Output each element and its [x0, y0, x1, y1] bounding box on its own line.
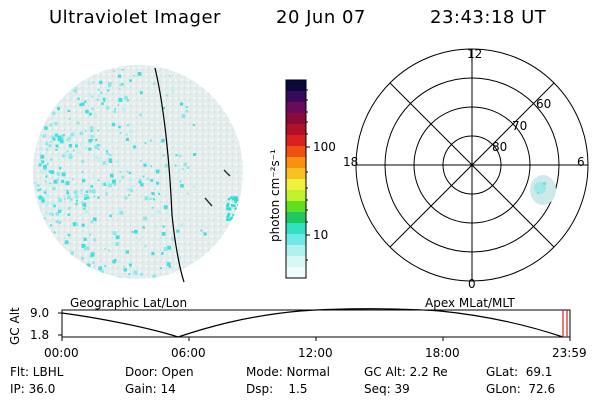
- colorbar-segment: [286, 102, 306, 114]
- instrument-title: Ultraviolet Imager: [49, 7, 221, 28]
- colorbar-segment: [286, 190, 306, 202]
- polar-plot: [355, 48, 589, 282]
- mlat-label-70: 70: [512, 119, 528, 133]
- gc-alt-tick-high: 9.0: [30, 306, 50, 320]
- time-tick-0600: 06:00: [171, 346, 206, 360]
- glat-info: GLat: 69.1: [486, 365, 553, 379]
- coastline-mark: [204, 197, 213, 207]
- gain-info: Gain: 14: [125, 382, 176, 396]
- mlat-label-60: 60: [536, 97, 552, 111]
- colorbar-segment: [286, 91, 306, 103]
- mlt-label-12: 12: [467, 47, 483, 61]
- timeline-plot: [58, 308, 571, 341]
- mlat-label-80: 80: [492, 140, 508, 154]
- colorbar-tick-label-10: 10: [313, 228, 329, 242]
- colorbar-segment: [286, 157, 306, 169]
- time-tick-2359: 23:59: [552, 346, 587, 360]
- ip-info: IP: 36.0: [10, 382, 56, 396]
- colorbar-segment: [286, 168, 306, 180]
- time-tick-0000: 00:00: [44, 346, 79, 360]
- timeline-xticks: [61, 337, 571, 341]
- geo-latlon-label: Geographic Lat/Lon: [70, 296, 188, 310]
- polar-diagonal-b: [389, 82, 555, 248]
- colorbar-segment: [286, 245, 306, 257]
- door-info: Door: Open: [125, 365, 194, 379]
- colorbar-segment: [286, 267, 306, 279]
- colorbar-unit-label: photon cm⁻²s⁻¹: [268, 149, 282, 242]
- colorbar-minor-ticks: [306, 89, 308, 261]
- timeline-frame: [61, 309, 571, 338]
- dsp-info: Dsp: 1.5: [246, 382, 308, 396]
- mlt-label-18: 18: [343, 155, 359, 169]
- colorbar-tick-label-100: 100: [313, 140, 336, 154]
- colorbar-segment: [286, 212, 306, 224]
- glon-info: GLon: 72.6: [486, 382, 556, 396]
- colorbar-segment: [286, 256, 306, 268]
- colorbar-segment: [286, 201, 306, 213]
- polar-emission: [530, 175, 556, 205]
- time-label: 23:43:18 UT: [430, 7, 547, 28]
- colorbar-segment: [286, 146, 306, 158]
- apex-label: Apex MLat/MLT: [425, 296, 515, 310]
- colorbar-frame: [285, 79, 307, 279]
- colorbar-segment: [286, 223, 306, 235]
- gc-alt-tick-low: 1.8: [30, 328, 50, 342]
- altitude-curve: [61, 308, 564, 338]
- seq-info: Seq: 39: [364, 382, 410, 396]
- time-tick-1800: 18:00: [425, 346, 460, 360]
- earth-image: [33, 65, 243, 283]
- date-label: 20 Jun 07: [276, 7, 366, 28]
- mode-info: Mode: Normal: [246, 365, 330, 379]
- filter-info: Flt: LBHL: [10, 365, 64, 379]
- auroral-emission: [33, 68, 243, 279]
- colorbar-segment: [286, 234, 306, 246]
- colorbar-segment: [286, 80, 306, 92]
- colorbar-segment: [286, 135, 306, 147]
- mlt-label-6: 6: [577, 155, 585, 169]
- colorbar: [286, 80, 306, 279]
- gc-alt-info: GC Alt: 2.2 Re: [364, 365, 448, 379]
- colorbar-segment: [286, 179, 306, 191]
- coastline-mark: [223, 169, 231, 177]
- gc-alt-axis-label: GC Alt: [8, 307, 22, 345]
- time-tick-1200: 12:00: [298, 346, 333, 360]
- colorbar-segment: [286, 124, 306, 136]
- mlt-label-0: 0: [468, 277, 476, 291]
- colorbar-segment: [286, 113, 306, 125]
- terminator-line: [154, 67, 185, 283]
